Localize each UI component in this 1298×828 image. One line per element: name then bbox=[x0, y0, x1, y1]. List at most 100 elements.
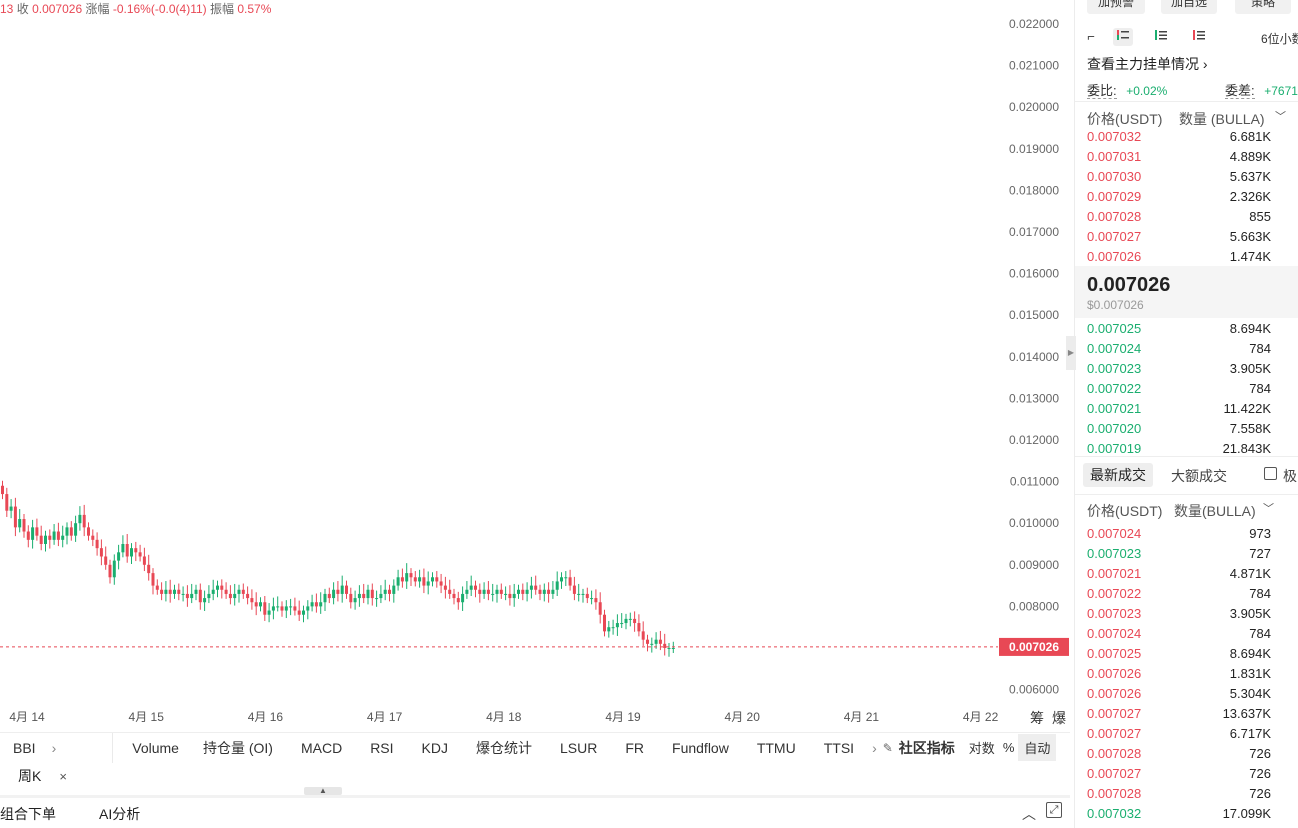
both-sides-icon[interactable] bbox=[1113, 28, 1133, 46]
trade-row[interactable]: 0.007023 3.905K bbox=[1087, 604, 1271, 624]
indicator-bar: BBI › Volume 持仓量 (OI) MACD RSI KDJ 爆仓统计 … bbox=[0, 732, 1070, 763]
trade-row[interactable]: 0.007027 6.717K bbox=[1087, 724, 1271, 744]
resize-handle[interactable]: ▲ bbox=[304, 787, 342, 795]
trade-row-price: 0.007028 bbox=[1087, 786, 1142, 801]
ask-row-price: 0.007028 bbox=[1087, 209, 1142, 224]
trade-row[interactable]: 0.007026 1.831K bbox=[1087, 664, 1271, 684]
x-tick-label: 4月 20 bbox=[725, 710, 761, 724]
indicator-volume[interactable]: Volume bbox=[132, 739, 179, 756]
trade-row[interactable]: 0.007032 17.099K bbox=[1087, 804, 1271, 824]
chevron-up-icon[interactable]: ︿ bbox=[1022, 806, 1036, 822]
y-tick-label: 0.017000 bbox=[1009, 225, 1059, 239]
log-scale-toggle[interactable]: 对数 bbox=[968, 741, 995, 756]
ask-row[interactable]: 0.007028 855 bbox=[1087, 207, 1271, 227]
trade-row[interactable]: 0.007024 784 bbox=[1087, 624, 1271, 644]
chevron-right-icon[interactable]: › bbox=[872, 739, 877, 756]
bid-row[interactable]: 0.007023 3.905K bbox=[1087, 359, 1271, 379]
trade-row[interactable]: 0.007023 727 bbox=[1087, 544, 1271, 564]
trade-col-qty[interactable]: 数量(BULLA) bbox=[1174, 503, 1256, 519]
candle-body bbox=[224, 589, 228, 594]
liquidation-toggle[interactable]: 爆 bbox=[1052, 711, 1066, 727]
ask-row[interactable]: 0.007026 1.474K bbox=[1087, 247, 1271, 267]
community-indicators[interactable]: 社区指标 bbox=[898, 739, 955, 756]
auto-scale-toggle[interactable]: 自动 bbox=[1018, 734, 1057, 761]
candle-body bbox=[185, 593, 189, 599]
trade-row[interactable]: 0.007027 13.637K bbox=[1087, 704, 1271, 724]
indicator-ttsi[interactable]: TTSI bbox=[823, 739, 855, 756]
asks-only-icon[interactable] bbox=[1189, 28, 1209, 46]
period-tag[interactable]: 周K bbox=[18, 768, 42, 784]
candle-body bbox=[52, 531, 56, 540]
indicator-macd[interactable]: MACD bbox=[300, 739, 343, 756]
candle-body bbox=[435, 577, 439, 582]
bid-row[interactable]: 0.007019 21.843K bbox=[1087, 439, 1271, 459]
indicator-fundflow[interactable]: Fundflow bbox=[672, 739, 729, 756]
kline-chart[interactable]: 13 收 0.007026 涨幅 -0.16%(-0.0(4)11) 振幅 0.… bbox=[0, 0, 1070, 732]
trade-row[interactable]: 0.007026 5.304K bbox=[1087, 684, 1271, 704]
ask-row[interactable]: 0.007032 6.681K bbox=[1087, 127, 1271, 147]
expand-icon[interactable]: ⤢ bbox=[1046, 802, 1062, 818]
main-orders-link[interactable]: 查看主力挂单情况 › bbox=[1087, 56, 1208, 72]
candle-body bbox=[74, 523, 78, 536]
tab-large-trades[interactable]: 大额成交 bbox=[1171, 468, 1227, 484]
decimals-select[interactable]: 6位小数 bbox=[1261, 32, 1298, 46]
indicator-oi[interactable]: 持仓量 (OI) bbox=[202, 739, 273, 756]
bid-row[interactable]: 0.007022 784 bbox=[1087, 379, 1271, 399]
pin-icon[interactable]: ⌐ bbox=[1087, 29, 1095, 44]
candle-body bbox=[211, 589, 215, 594]
ask-row[interactable]: 0.007030 5.637K bbox=[1087, 167, 1271, 187]
indicator-rsi[interactable]: RSI bbox=[370, 739, 394, 756]
tab-latest-trades[interactable]: 最新成交 bbox=[1083, 463, 1153, 487]
extreme-checkbox[interactable] bbox=[1264, 467, 1277, 480]
ai-analysis-tab[interactable]: AI分析 bbox=[99, 806, 141, 822]
chevron-down-icon[interactable]: ﹀ bbox=[1275, 111, 1286, 123]
candle-body bbox=[564, 577, 568, 579]
ask-row[interactable]: 0.007027 5.663K bbox=[1087, 227, 1271, 247]
collapse-panel-button[interactable]: ▶ bbox=[1066, 336, 1076, 370]
extreme-checkbox-label: 极 bbox=[1283, 468, 1297, 484]
ask-row[interactable]: 0.007029 2.326K bbox=[1087, 187, 1271, 207]
trade-row[interactable]: 0.007024 973 bbox=[1087, 524, 1271, 544]
ask-col-qty[interactable]: 数量 (BULLA) bbox=[1179, 111, 1265, 127]
ask-row[interactable]: 0.007031 4.889K bbox=[1087, 147, 1271, 167]
combo-order-tab[interactable]: 组合下单 bbox=[0, 806, 56, 822]
candle-body bbox=[271, 606, 275, 611]
bid-row[interactable]: 0.007025 8.694K bbox=[1087, 319, 1271, 339]
candle-body bbox=[190, 593, 194, 599]
candle-body bbox=[87, 527, 90, 536]
close-icon[interactable]: × bbox=[59, 768, 67, 784]
candle-body bbox=[9, 506, 13, 511]
add-favorite-button[interactable]: 加自选 bbox=[1161, 0, 1217, 14]
ask-col-price: 价格(USDT) bbox=[1087, 111, 1163, 127]
indicator-fr[interactable]: FR bbox=[625, 739, 645, 756]
indicator-lsur[interactable]: LSUR bbox=[559, 739, 598, 756]
trade-row[interactable]: 0.007028 726 bbox=[1087, 784, 1271, 804]
bids-only-icon[interactable] bbox=[1151, 28, 1171, 46]
indicator-liquidation[interactable]: 爆仓统计 bbox=[475, 739, 532, 756]
trade-row[interactable]: 0.007027 726 bbox=[1087, 764, 1271, 784]
strategy-button[interactable]: 策略 bbox=[1235, 0, 1291, 14]
trade-row[interactable]: 0.007022 784 bbox=[1087, 584, 1271, 604]
candle-body bbox=[650, 643, 654, 645]
trade-row[interactable]: 0.007025 8.694K bbox=[1087, 644, 1271, 664]
bid-row[interactable]: 0.007021 11.422K bbox=[1087, 399, 1271, 419]
add-alert-button[interactable]: 加预警 bbox=[1087, 0, 1145, 14]
change-label: 涨幅 bbox=[85, 2, 110, 16]
orderbook-view-switch: ⌐ 6位小数 bbox=[1075, 26, 1298, 48]
candle-body bbox=[461, 593, 465, 603]
chevron-down-icon[interactable]: ﹀ bbox=[1263, 503, 1274, 515]
indicator-ttmu[interactable]: TTMU bbox=[756, 739, 796, 756]
percent-scale-toggle[interactable]: % bbox=[1002, 740, 1015, 755]
bid-row[interactable]: 0.007020 7.558K bbox=[1087, 419, 1271, 439]
indicator-kdj[interactable]: KDJ bbox=[421, 739, 448, 756]
chart-canvas[interactable]: 0.022000 0.021000 0.020000 0.019000 0.018000… bbox=[0, 0, 1070, 732]
edit-icon[interactable]: ✎ bbox=[882, 740, 893, 755]
chevron-right-icon[interactable]: › bbox=[51, 739, 57, 756]
bid-row[interactable]: 0.007024 784 bbox=[1087, 339, 1271, 359]
trade-row[interactable]: 0.007028 726 bbox=[1087, 744, 1271, 764]
candle-body bbox=[280, 606, 284, 611]
indicator-bbi[interactable]: BBI bbox=[13, 739, 36, 756]
close-value: 0.007026 bbox=[32, 2, 83, 16]
chip-distribution-toggle[interactable]: 筹 bbox=[1030, 710, 1044, 727]
trade-row[interactable]: 0.007021 4.871K bbox=[1087, 564, 1271, 584]
